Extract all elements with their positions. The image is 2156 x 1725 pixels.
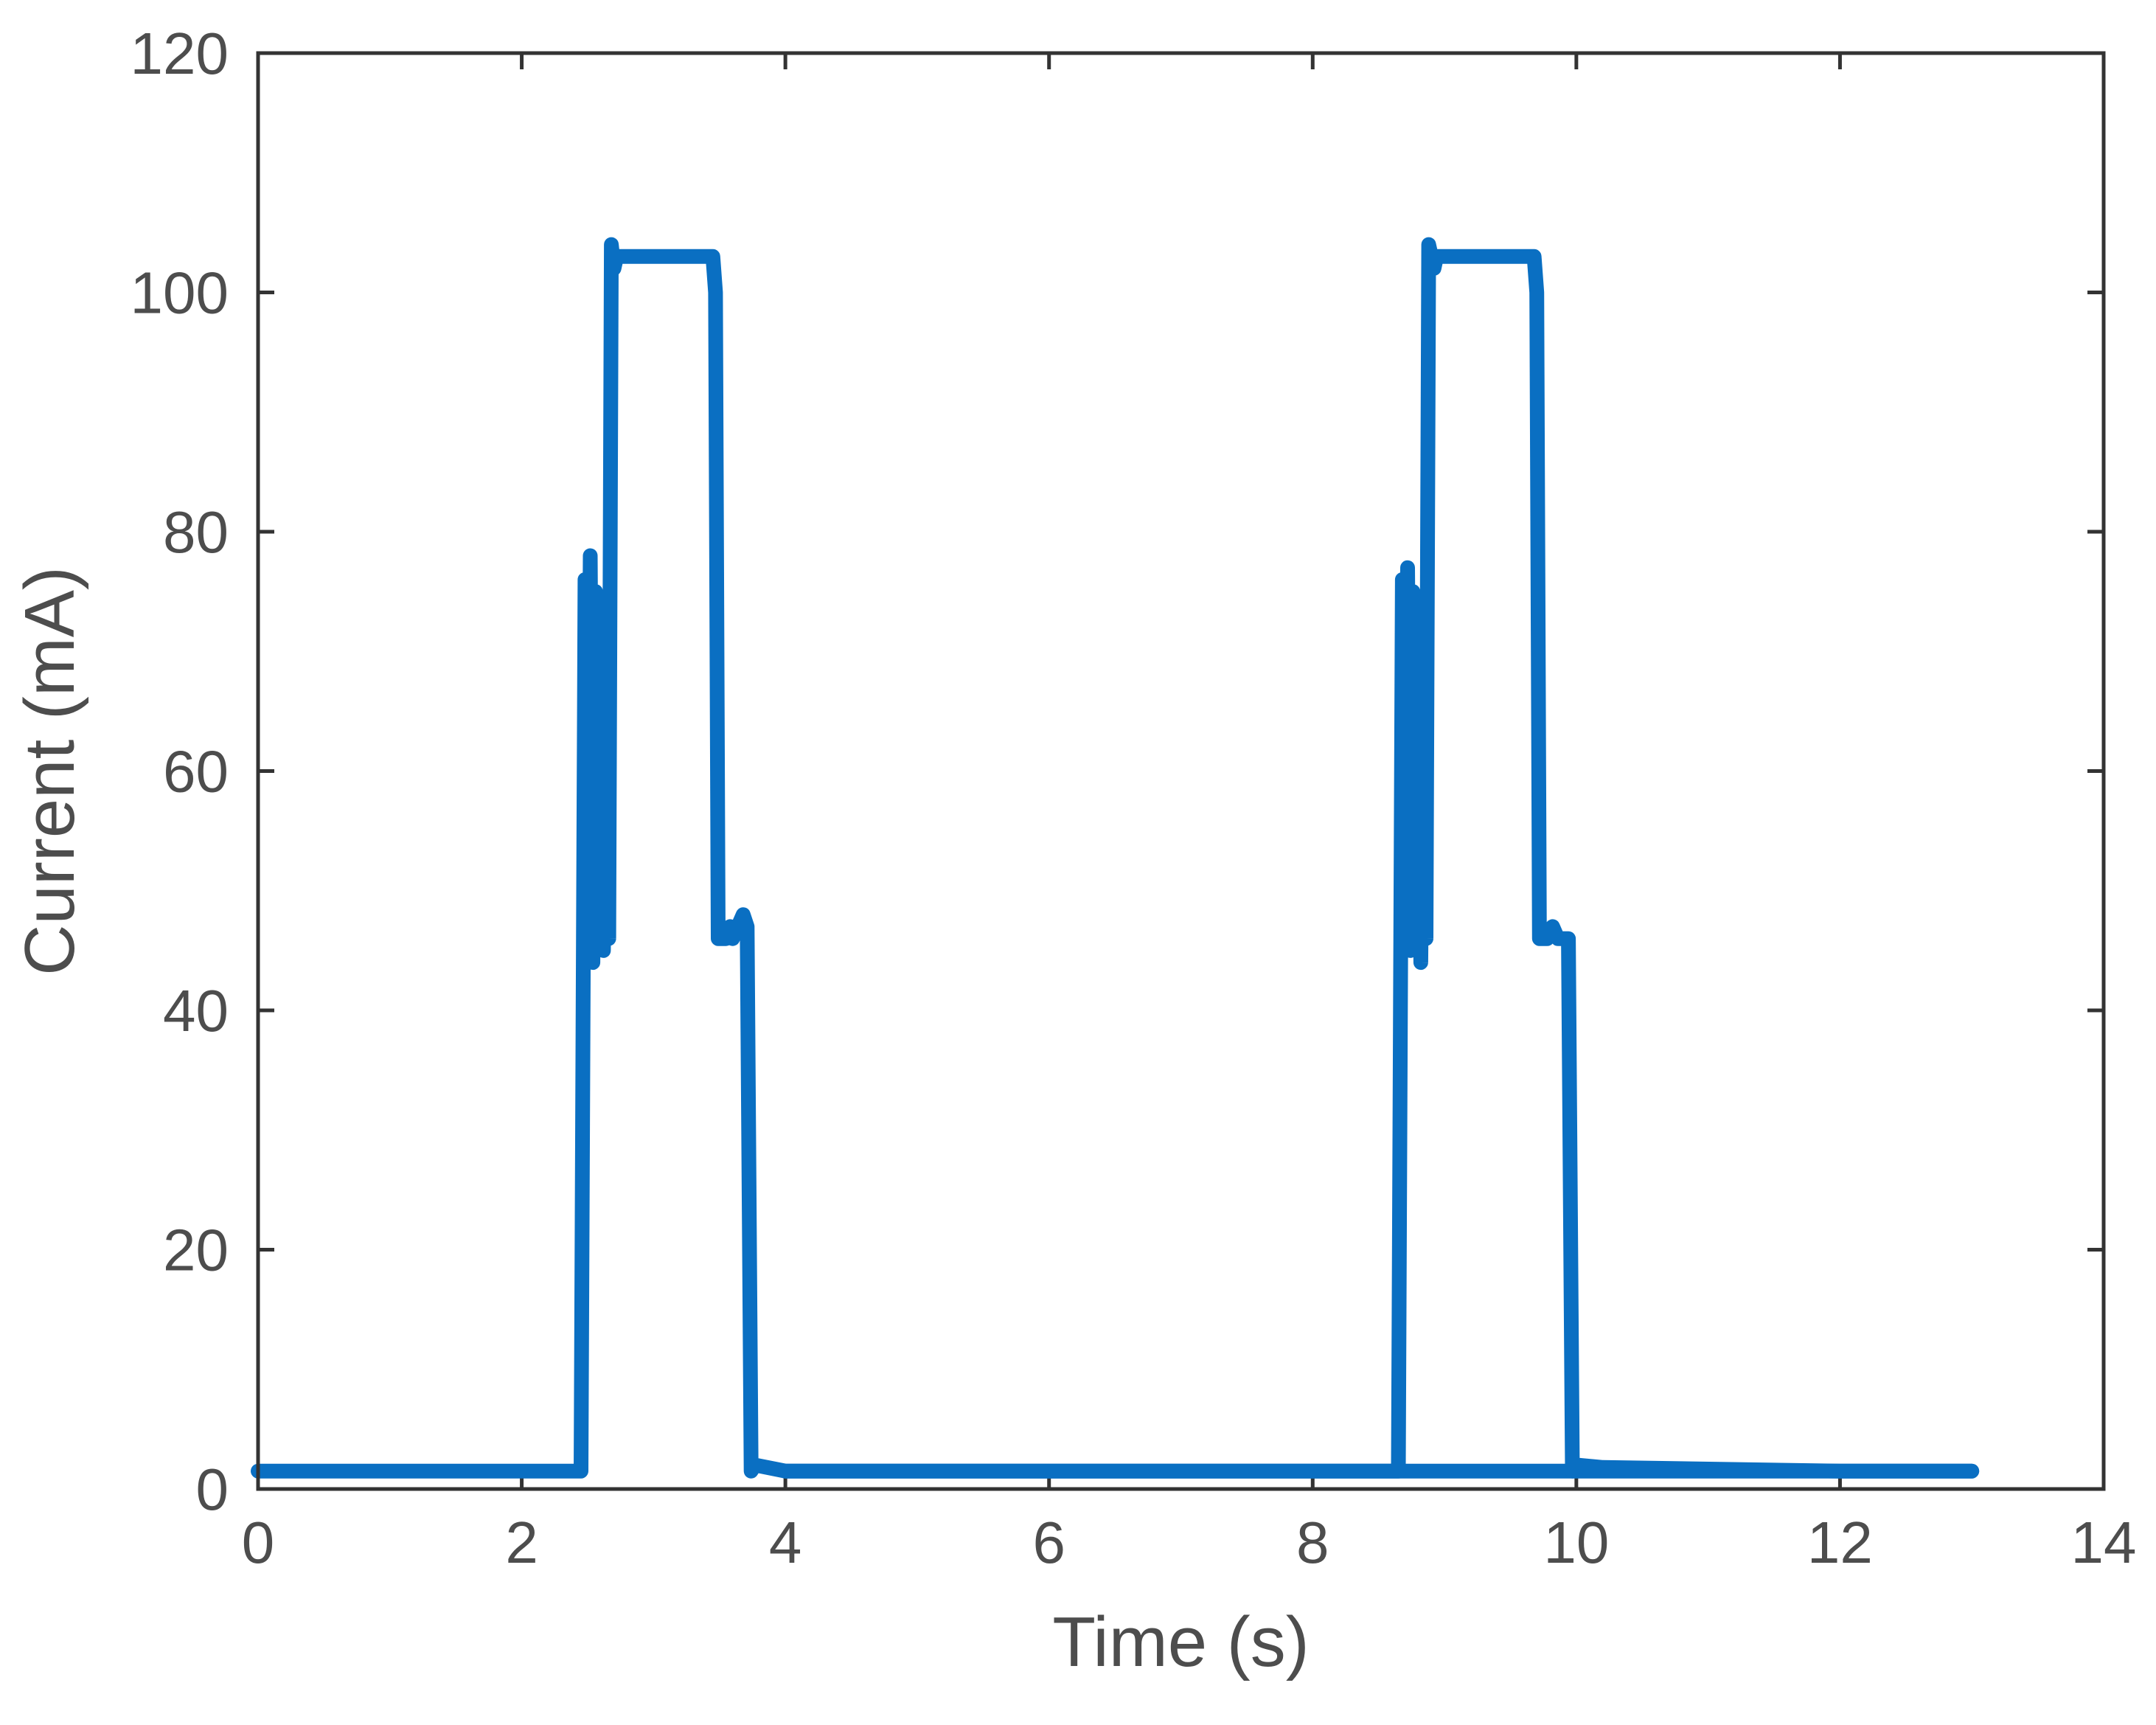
y-tick-label: 80 [163,499,229,565]
y-tick-label: 100 [131,260,229,326]
y-tick-label: 0 [196,1457,229,1522]
y-tick-label: 40 [163,978,229,1044]
x-tick-label: 12 [1807,1510,1873,1575]
x-tick-label: 8 [1296,1510,1329,1575]
series-line-1 [251,237,1980,1479]
y-tick-label: 120 [131,21,229,86]
x-tick-label: 6 [1032,1510,1065,1575]
plot-frame [256,51,2106,1491]
y-tick-label: 20 [163,1218,229,1283]
x-tick-label: 0 [242,1510,275,1575]
x-tick-label: 14 [2071,1510,2137,1575]
x-tick-label: 10 [1543,1510,1609,1575]
x-tick-label: 2 [505,1510,538,1575]
x-axis-label: Time (s) [1052,1603,1309,1681]
series-line-2 [778,237,1980,1479]
y-tick-label: 60 [163,739,229,805]
tick-labels: 0 2 4 6 8 10 12 14 0 20 40 60 80 100 120 [131,21,2137,1575]
y-axis-label: Current (mA) [10,566,89,976]
series-lines [251,237,1980,1479]
x-tick-label: 4 [769,1510,802,1575]
